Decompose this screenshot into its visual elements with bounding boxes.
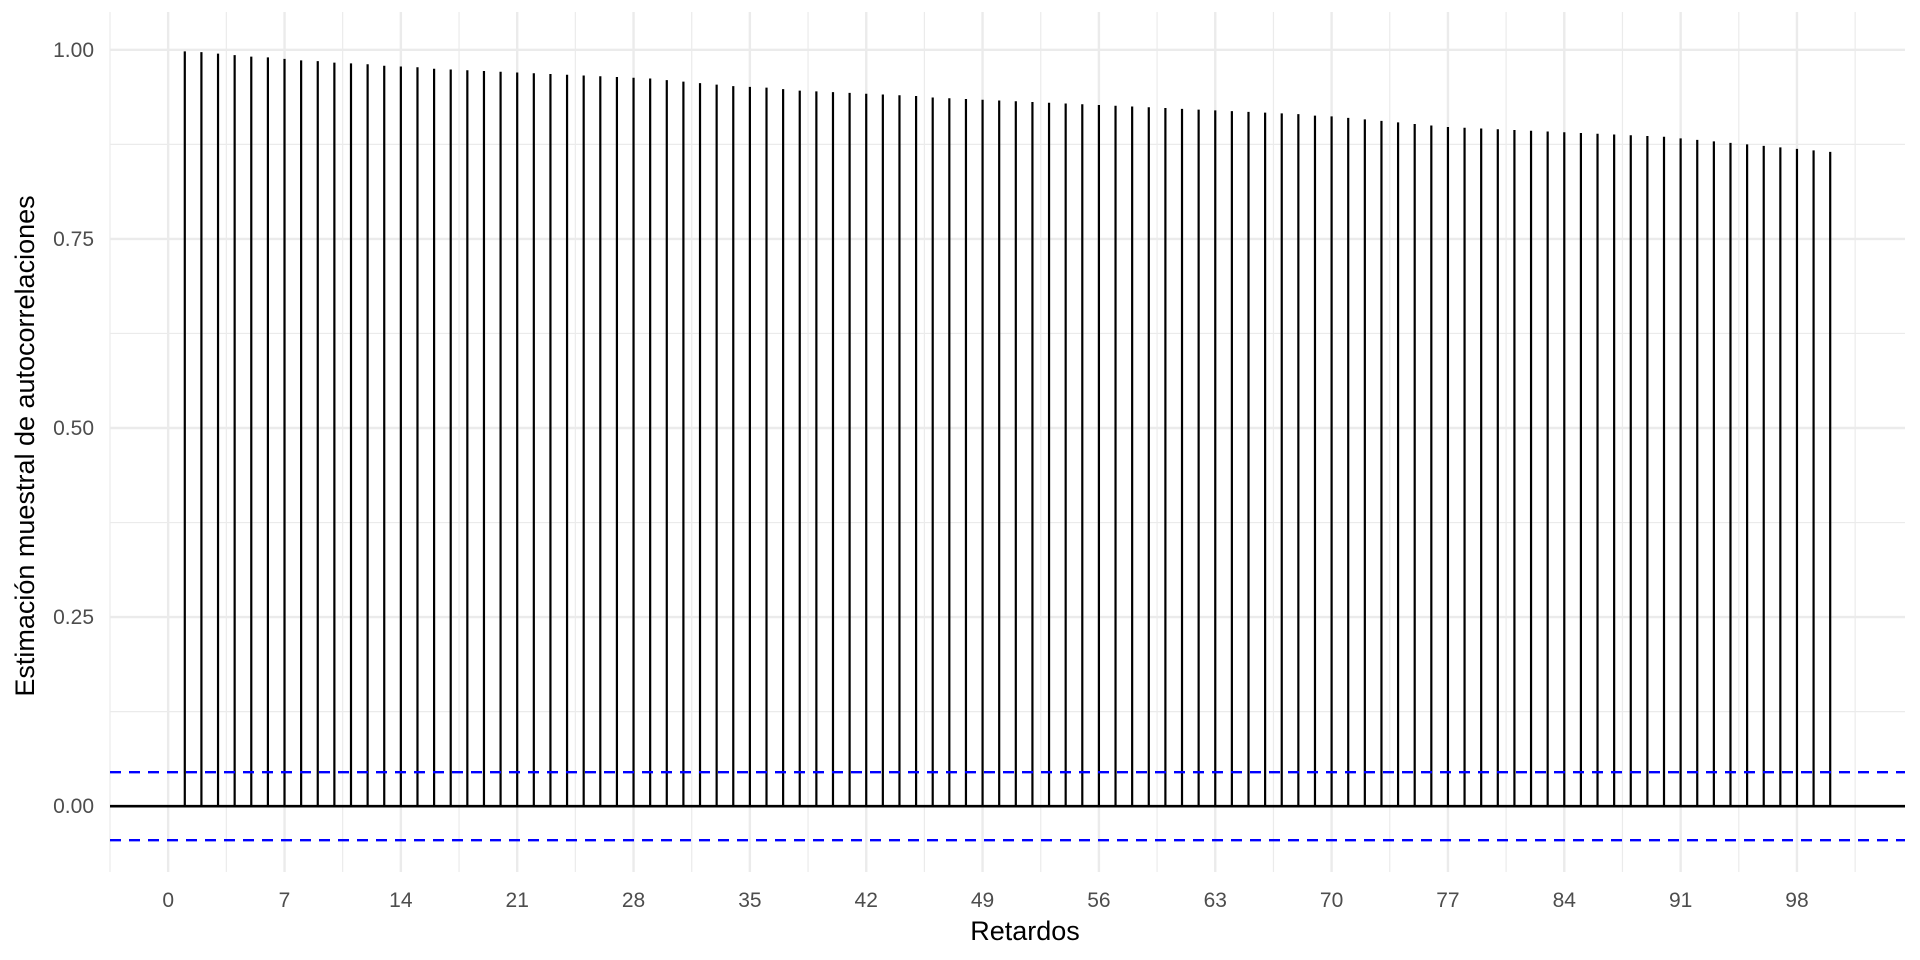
x-tick-label: 21 — [506, 889, 529, 912]
x-tick-label: 84 — [1553, 889, 1577, 912]
y-tick-label: 0.25 — [53, 606, 94, 629]
x-tick-label: 91 — [1669, 889, 1692, 912]
x-tick-label: 77 — [1436, 889, 1459, 912]
x-tick-label: 7 — [279, 889, 291, 912]
y-tick-label: 0.75 — [53, 228, 94, 251]
x-tick-label: 63 — [1204, 889, 1227, 912]
y-tick-label: 0.50 — [53, 417, 94, 440]
minor-gridlines — [109, 12, 1905, 872]
major-gridlines — [110, 12, 1905, 872]
x-tick-label: 14 — [389, 889, 413, 912]
x-tick-label: 0 — [162, 889, 174, 912]
y-tick-labels: 0.00 0.25 0.50 0.75 1.00 — [53, 39, 94, 818]
x-tick-label: 42 — [855, 889, 878, 912]
x-axis-title: Retardos — [970, 916, 1080, 946]
acf-bars — [183, 51, 1832, 807]
x-tick-label: 35 — [738, 889, 761, 912]
x-tick-label: 56 — [1087, 889, 1110, 912]
x-tick-labels: 0 7 14 21 28 35 42 49 56 63 70 77 84 91 98 — [162, 889, 1808, 912]
y-tick-label: 1.00 — [53, 39, 94, 62]
x-tick-label: 49 — [971, 889, 994, 912]
x-tick-label: 28 — [622, 889, 645, 912]
confidence-band — [110, 770, 1905, 842]
x-tick-label: 98 — [1785, 889, 1808, 912]
y-axis-title: Estimación muestral de autocorrelaciones — [10, 195, 40, 696]
x-tick-label: 70 — [1320, 889, 1343, 912]
y-tick-label: 0.00 — [53, 795, 94, 818]
